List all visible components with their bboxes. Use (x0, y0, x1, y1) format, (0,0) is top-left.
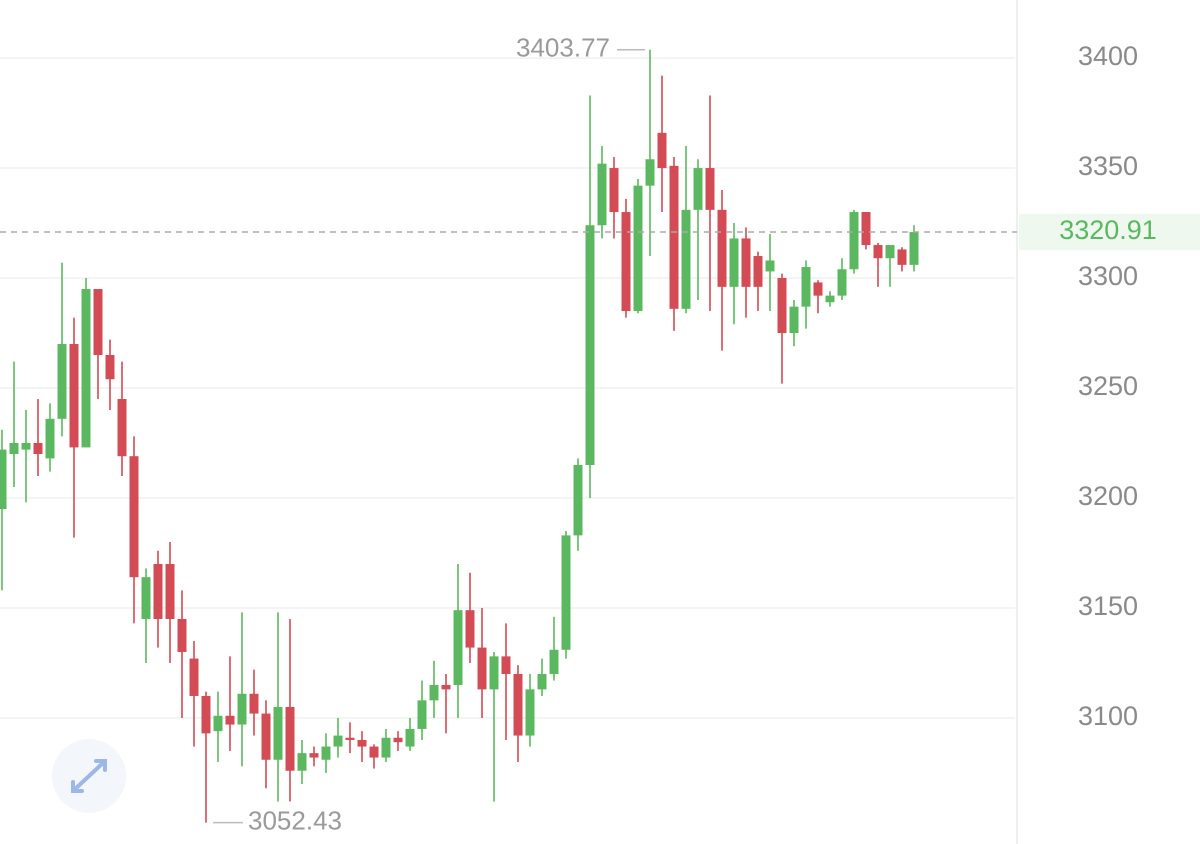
candle-body (357, 739, 367, 747)
candle-body (237, 693, 247, 725)
candle-body (537, 673, 547, 690)
candle-body (249, 693, 259, 714)
y-tick-label: 3150 (1078, 591, 1138, 621)
candle-body (441, 684, 451, 690)
last-price-box (1019, 214, 1200, 251)
candle-body (705, 168, 715, 210)
candle-body (825, 295, 835, 303)
candle-body (381, 737, 391, 758)
candle-body (693, 168, 703, 210)
candle-body (717, 209, 727, 287)
candle-body (129, 456, 139, 578)
candle-body (813, 282, 823, 296)
candle-body (141, 577, 151, 619)
candle-body (729, 238, 739, 287)
candle-body (837, 269, 847, 296)
candle-body (105, 355, 115, 380)
candle-body (405, 728, 415, 747)
candle-body (165, 563, 175, 619)
candle-body (885, 245, 895, 259)
candle-body (57, 344, 67, 419)
candle-body (33, 443, 43, 455)
candle-body (225, 715, 235, 725)
candle-body (177, 618, 187, 652)
candle-body (0, 449, 7, 509)
candle-body (189, 658, 199, 696)
min-label: 3052.43 (248, 805, 342, 835)
candle-body (909, 232, 919, 265)
y-tick-label: 3250 (1078, 371, 1138, 401)
candle-body (45, 418, 55, 459)
candle-body (21, 443, 31, 450)
candle-body (525, 689, 535, 736)
candle-body (801, 267, 811, 307)
candle-body (333, 735, 343, 747)
candle-body (741, 238, 751, 287)
y-tick-label: 3200 (1078, 481, 1138, 511)
candle-body (465, 610, 475, 648)
candle-body (285, 706, 295, 771)
candle-body (477, 647, 487, 690)
max-label: 3403.77 (516, 33, 610, 63)
candle-body (789, 306, 799, 334)
y-tick-label: 3100 (1078, 701, 1138, 731)
candle-body (573, 465, 583, 536)
candle-body (429, 684, 439, 701)
candle-body (321, 746, 331, 760)
candle-body (645, 159, 655, 186)
candle-body (585, 225, 595, 466)
candle-body (501, 656, 511, 674)
expand-icon (71, 759, 107, 793)
candle-body (597, 163, 607, 226)
candle-body (153, 563, 163, 619)
expand-button[interactable] (52, 739, 126, 813)
last-price-label: 3320.91 (1059, 215, 1157, 245)
candle-body (117, 399, 127, 457)
candle-body (69, 344, 79, 448)
y-tick-label: 3350 (1078, 151, 1138, 181)
candle-body (753, 256, 763, 287)
candle-body (213, 715, 223, 732)
y-tick-label: 3300 (1078, 261, 1138, 291)
candle-body (681, 209, 691, 309)
candle-body (201, 695, 211, 734)
candle-body (489, 656, 499, 690)
candle-body (417, 700, 427, 729)
candle-body (549, 649, 559, 674)
candle-body (369, 746, 379, 758)
candle-body (453, 610, 463, 685)
candle-body (669, 165, 679, 309)
y-tick-label: 3400 (1078, 41, 1138, 71)
candle-body (561, 535, 571, 650)
candle-body (261, 713, 271, 760)
candle-body (393, 737, 403, 743)
candle-body (765, 260, 775, 272)
candle-body (513, 673, 523, 736)
candle-body (861, 212, 871, 246)
candle-body (849, 212, 859, 270)
candle-body (657, 132, 667, 169)
candle-body (309, 753, 319, 758)
candle-body (633, 185, 643, 312)
candle-body (297, 753, 307, 771)
candle-body (93, 289, 103, 356)
candle-body (273, 706, 283, 760)
candle-body (777, 278, 787, 334)
candle-body (609, 168, 619, 213)
candle-body (81, 289, 91, 448)
candle-body (873, 245, 883, 259)
candle-body (345, 737, 355, 740)
candle-body (621, 212, 631, 312)
candle-body (9, 443, 19, 455)
candle-body (897, 249, 907, 265)
